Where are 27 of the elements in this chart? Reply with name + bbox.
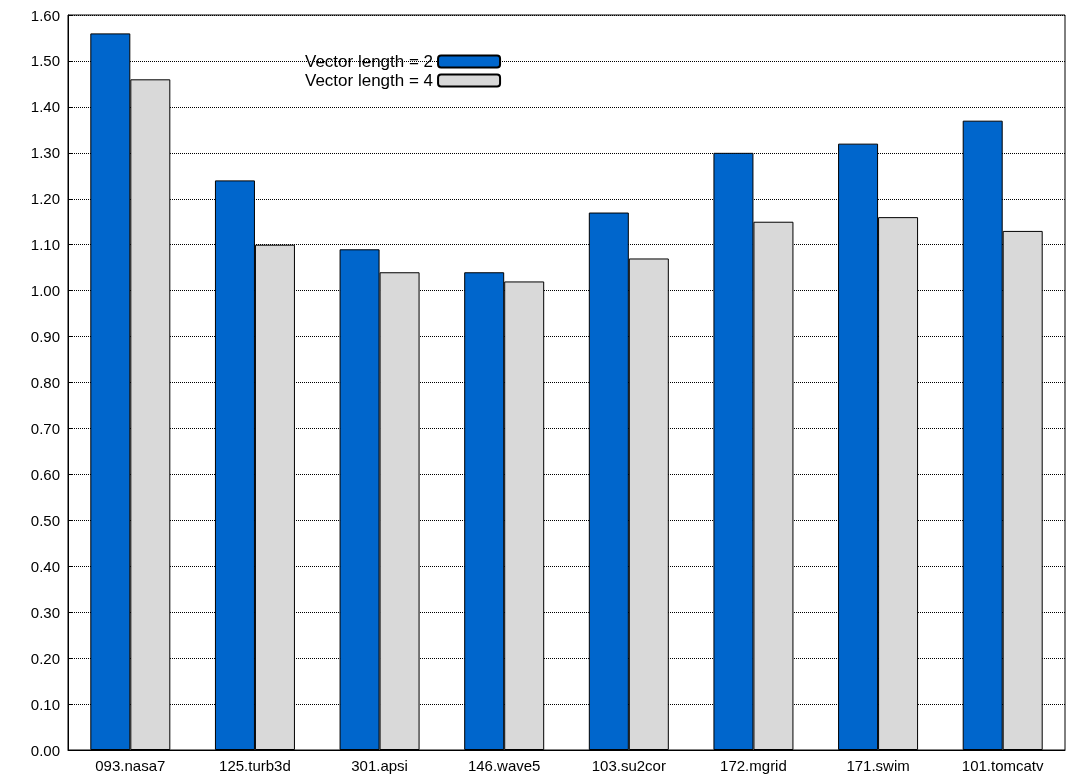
x-tick-label: 172.mgrid	[720, 757, 787, 774]
x-tick-label: 171.swim	[846, 757, 910, 774]
x-tick-label: 103.su2cor	[591, 757, 666, 774]
y-tick-label: 0.30	[30, 603, 60, 621]
y-tick-label: 1.10	[30, 236, 60, 254]
x-tick-label: 101.tomcatv	[961, 757, 1045, 774]
y-tick-label: 0.70	[30, 419, 60, 437]
y-tick-label: 1.20	[30, 190, 60, 208]
y-tick-label: 1.40	[30, 98, 60, 116]
x-tick-label: 301.apsi	[351, 757, 408, 774]
legend-label: Vector length = 2	[304, 52, 434, 71]
y-tick-label: 0.00	[30, 741, 60, 759]
y-tick-label: 0.60	[30, 465, 60, 483]
y-tick-label: 1.30	[30, 144, 60, 162]
legend-label: Vector length = 4	[304, 71, 434, 90]
y-tick-label: 1.50	[30, 52, 60, 70]
x-tick-label: 146.wave5	[467, 757, 541, 774]
y-tick-label: 0.20	[30, 649, 60, 667]
y-tick-label: 1.00	[30, 282, 60, 300]
y-tick-label: 0.10	[30, 695, 60, 713]
y-tick-label: 0.50	[30, 511, 60, 529]
y-tick-label: 0.90	[30, 328, 60, 346]
y-tick-label: 0.40	[30, 557, 60, 575]
x-tick-label: 093.nasa7	[95, 757, 166, 774]
x-tick-label: 125.turb3d	[219, 757, 291, 774]
y-tick-label: 1.60	[30, 6, 60, 24]
y-tick-label: 0.80	[30, 374, 60, 391]
